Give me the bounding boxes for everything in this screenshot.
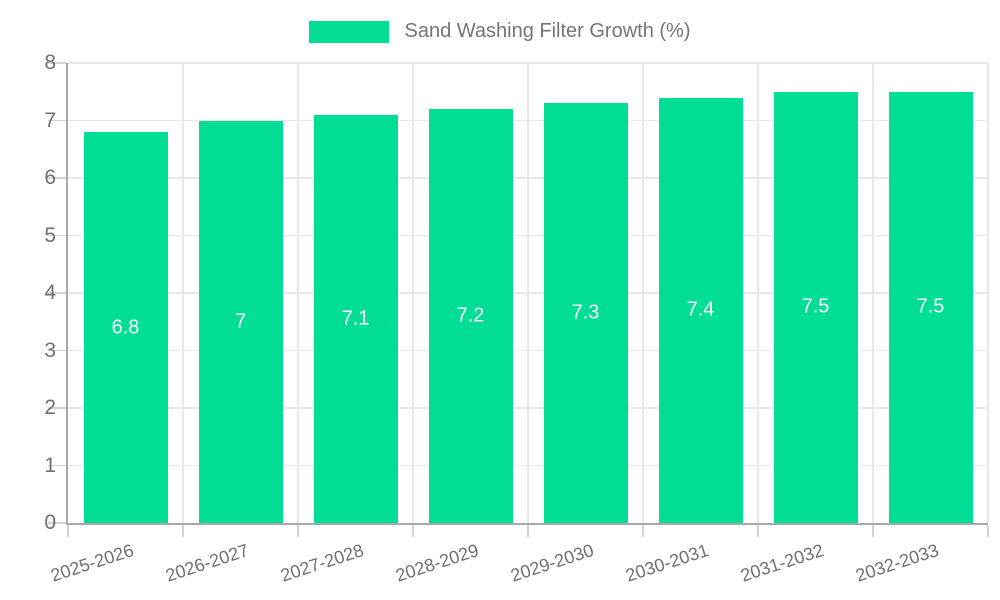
- v-gridline: [872, 63, 874, 523]
- x-axis-tick: [757, 525, 759, 537]
- y-axis-tick: [48, 177, 66, 179]
- y-axis-tick-label: 2: [44, 396, 56, 419]
- bar[interactable]: 7.2: [428, 109, 513, 523]
- x-axis-tick: [642, 525, 644, 537]
- legend-label: Sand Washing Filter Growth (%): [404, 20, 691, 42]
- bar[interactable]: 7.1: [313, 114, 398, 523]
- legend-swatch-icon: [309, 20, 390, 43]
- bar-value-label: 7.3: [571, 301, 600, 324]
- bar-value-label: 7.1: [341, 307, 370, 330]
- v-gridline: [182, 63, 184, 523]
- y-axis-tick-label: 5: [44, 223, 56, 247]
- v-gridline: [527, 63, 529, 523]
- bar[interactable]: 7: [198, 120, 283, 523]
- bar[interactable]: 7.5: [773, 91, 858, 523]
- legend-item[interactable]: Sand Washing Filter Growth (%): [309, 20, 691, 43]
- bar[interactable]: 7.5: [888, 91, 973, 523]
- plot-area: 6.8 7 7.1 7.2 7.3 7.4 7.5 7.5: [66, 62, 989, 525]
- y-axis-tick: [48, 119, 66, 122]
- y-axis-tick-label: 0: [44, 511, 56, 534]
- y-axis-tick: [48, 522, 66, 524]
- v-gridline: [412, 63, 414, 523]
- x-axis-tick: [297, 525, 299, 537]
- bar[interactable]: 7.4: [658, 97, 743, 523]
- bar-value-label: 7.5: [916, 295, 945, 318]
- bar-value-label: 6.8: [111, 316, 140, 338]
- y-axis-tick: [48, 349, 66, 352]
- chart-legend: Sand Washing Filter Growth (%): [0, 20, 1000, 43]
- bar[interactable]: 6.8: [83, 132, 168, 523]
- y-axis-tick: [48, 234, 66, 237]
- x-axis-tick: [182, 525, 184, 537]
- y-axis-tick: [48, 62, 66, 64]
- y-axis-tick-label: 4: [44, 281, 56, 304]
- bar-value-label: 7.4: [686, 298, 715, 321]
- x-axis-tick: [987, 525, 989, 537]
- bar-value-label: 7: [234, 310, 247, 333]
- y-axis-tick-label: 6: [44, 166, 56, 189]
- y-axis-tick-label: 3: [44, 338, 56, 362]
- y-axis-tick-label: 7: [44, 108, 56, 132]
- bar[interactable]: 7.3: [543, 103, 628, 523]
- x-axis-tick: [872, 525, 874, 537]
- y-axis-tick-label: 8: [44, 51, 56, 74]
- v-gridline: [987, 63, 989, 523]
- bar-value-label: 7.2: [456, 304, 485, 327]
- y-axis-tick: [48, 407, 66, 409]
- v-gridline: [757, 63, 759, 523]
- y-axis-tick-label: 1: [44, 453, 56, 477]
- y-axis-tick: [48, 464, 66, 467]
- bar-value-label: 7.5: [801, 295, 830, 318]
- x-axis-tick: [412, 525, 414, 537]
- v-gridline: [642, 63, 644, 523]
- x-axis-tick: [67, 525, 69, 537]
- x-axis-tick: [527, 525, 529, 537]
- y-axis-tick: [48, 292, 66, 294]
- v-gridline: [297, 63, 299, 523]
